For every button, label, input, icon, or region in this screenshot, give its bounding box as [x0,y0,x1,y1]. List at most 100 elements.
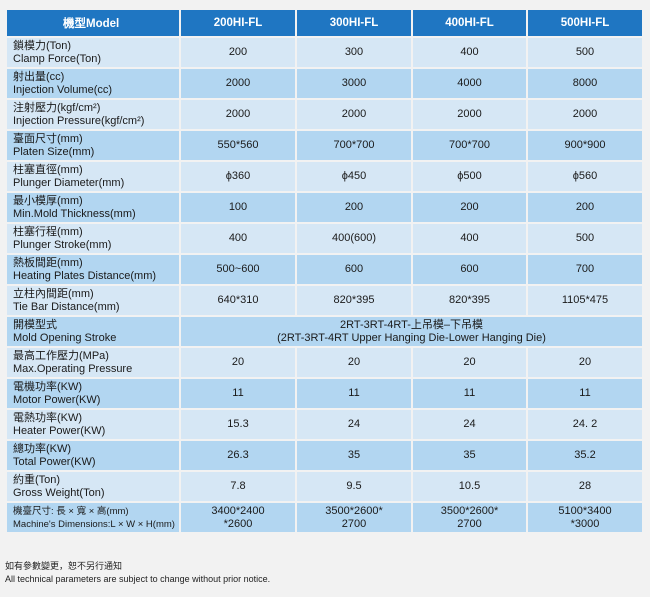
value-cell: 24 [297,410,411,439]
row-label: 臺面尺寸(mm) Platen Size(mm) [7,131,179,160]
value-cell: 200 [413,193,526,222]
row-plunger-stroke: 柱塞行程(mm) Plunger Stroke(mm) 400 400(600) … [7,224,642,253]
row-mold-opening-stroke: 開模型式 Mold Opening Stroke 2RT-3RT-4RT-上吊模–… [7,317,642,346]
value-cell: 35 [413,441,526,470]
row-label: 電機功率(KW) Motor Power(KW) [7,379,179,408]
value-cell: 35 [297,441,411,470]
value-cell: 2000 [297,100,411,129]
spec-table: 機型Model 200HI-FL 300HI-FL 400HI-FL 500HI… [5,8,644,534]
row-heating-plates-distance: 熱板間距(mm) Heating Plates Distance(mm) 500~… [7,255,642,284]
value-cell: 24. 2 [528,410,642,439]
value-cell: 3400*2400 *2600 [181,503,295,532]
row-injection-pressure: 注射壓力(kgf/cm²) Injection Pressure(kgf/cm²)… [7,100,642,129]
row-label: 立柱內間距(mm) Tie Bar Distance(mm) [7,286,179,315]
row-injection-volume: 射出量(cc) Injection Volume(cc) 2000 3000 40… [7,69,642,98]
value-cell: 3500*2600* 2700 [413,503,526,532]
model-200: 200HI-FL [181,10,295,36]
footnotes: 如有參數變更，恕不另行通知 All technical parameters a… [5,560,270,586]
value-cell: 2000 [181,100,295,129]
value-cell: 1105*475 [528,286,642,315]
value-cell: 20 [181,348,295,377]
header-row: 機型Model 200HI-FL 300HI-FL 400HI-FL 500HI… [7,10,642,36]
header-label: 機型Model [7,10,179,36]
value-cell: 7.8 [181,472,295,501]
value-cell: ϕ450 [297,162,411,191]
row-label: 鎖模力(Ton) Clamp Force(Ton) [7,38,179,67]
row-label: 電熱功率(KW) Heater Power(KW) [7,410,179,439]
value-cell: 20 [297,348,411,377]
value-cell: 500~600 [181,255,295,284]
value-cell: 700*700 [413,131,526,160]
value-cell: 820*395 [413,286,526,315]
row-motor-power: 電機功率(KW) Motor Power(KW) 11 11 11 11 [7,379,642,408]
value-cell: 2000 [413,100,526,129]
row-label: 總功率(KW) Total Power(KW) [7,441,179,470]
value-cell: 100 [181,193,295,222]
model-500: 500HI-FL [528,10,642,36]
value-cell: 11 [413,379,526,408]
value-cell: 15.3 [181,410,295,439]
row-label: 開模型式 Mold Opening Stroke [7,317,179,346]
value-cell: 400 [413,224,526,253]
row-heater-power: 電熱功率(KW) Heater Power(KW) 15.3 24 24 24. … [7,410,642,439]
row-label: 機臺尺寸: 長 × 寬 × 高(mm) Machine's Dimensions:… [7,503,179,532]
value-cell: 700 [528,255,642,284]
value-cell: 35.2 [528,441,642,470]
row-label: 熱板間距(mm) Heating Plates Distance(mm) [7,255,179,284]
value-cell: 24 [413,410,526,439]
value-cell: ϕ500 [413,162,526,191]
row-label: 射出量(cc) Injection Volume(cc) [7,69,179,98]
value-cell: 500 [528,38,642,67]
value-cell: 640*310 [181,286,295,315]
opening-stroke-value: 2RT-3RT-4RT-上吊模–下吊模 (2RT-3RT-4RT Upper Ha… [181,317,642,346]
value-cell: 5100*3400 *3000 [528,503,642,532]
value-cell: 9.5 [297,472,411,501]
value-cell: 10.5 [413,472,526,501]
value-cell: 26.3 [181,441,295,470]
value-cell: 300 [297,38,411,67]
row-label: 柱塞直徑(mm) Plunger Diameter(mm) [7,162,179,191]
value-cell: ϕ360 [181,162,295,191]
value-cell: 11 [297,379,411,408]
row-label: 注射壓力(kgf/cm²) Injection Pressure(kgf/cm²) [7,100,179,129]
value-cell: 820*395 [297,286,411,315]
model-400: 400HI-FL [413,10,526,36]
row-total-power: 總功率(KW) Total Power(KW) 26.3 35 35 35.2 [7,441,642,470]
value-cell: 28 [528,472,642,501]
row-label: 約重(Ton) Gross Weight(Ton) [7,472,179,501]
row-tie-bar-distance: 立柱內間距(mm) Tie Bar Distance(mm) 640*310 82… [7,286,642,315]
value-cell: 4000 [413,69,526,98]
value-cell: 200 [528,193,642,222]
row-label: 柱塞行程(mm) Plunger Stroke(mm) [7,224,179,253]
value-cell: 200 [297,193,411,222]
row-label: 最小模厚(mm) Min.Mold Thickness(mm) [7,193,179,222]
note-en: All technical parameters are subject to … [5,574,271,584]
note-cn: 如有參數變更，恕不另行通知 [5,561,123,571]
value-cell: 2000 [181,69,295,98]
value-cell: 200 [181,38,295,67]
row-min-mold-thickness: 最小模厚(mm) Min.Mold Thickness(mm) 100 200 2… [7,193,642,222]
value-cell: 20 [528,348,642,377]
row-max-operating-pressure: 最高工作壓力(MPa) Max.Operating Pressure 20 20 … [7,348,642,377]
row-platen-size: 臺面尺寸(mm) Platen Size(mm) 550*560 700*700 … [7,131,642,160]
value-cell: 900*900 [528,131,642,160]
row-clamp-force: 鎖模力(Ton) Clamp Force(Ton) 200 300 400 500 [7,38,642,67]
value-cell: 3000 [297,69,411,98]
value-cell: 400 [181,224,295,253]
model-300: 300HI-FL [297,10,411,36]
value-cell: 3500*2600* 2700 [297,503,411,532]
row-label: 最高工作壓力(MPa) Max.Operating Pressure [7,348,179,377]
spec-table-container: 機型Model 200HI-FL 300HI-FL 400HI-FL 500HI… [5,8,642,534]
value-cell: 8000 [528,69,642,98]
value-cell: 500 [528,224,642,253]
row-gross-weight: 約重(Ton) Gross Weight(Ton) 7.8 9.5 10.5 28 [7,472,642,501]
row-machine-dimensions: 機臺尺寸: 長 × 寬 × 高(mm) Machine's Dimensions:… [7,503,642,532]
value-cell: 600 [297,255,411,284]
value-cell: ϕ560 [528,162,642,191]
value-cell: 11 [181,379,295,408]
value-cell: 2000 [528,100,642,129]
value-cell: 11 [528,379,642,408]
value-cell: 400 [413,38,526,67]
value-cell: 400(600) [297,224,411,253]
value-cell: 550*560 [181,131,295,160]
